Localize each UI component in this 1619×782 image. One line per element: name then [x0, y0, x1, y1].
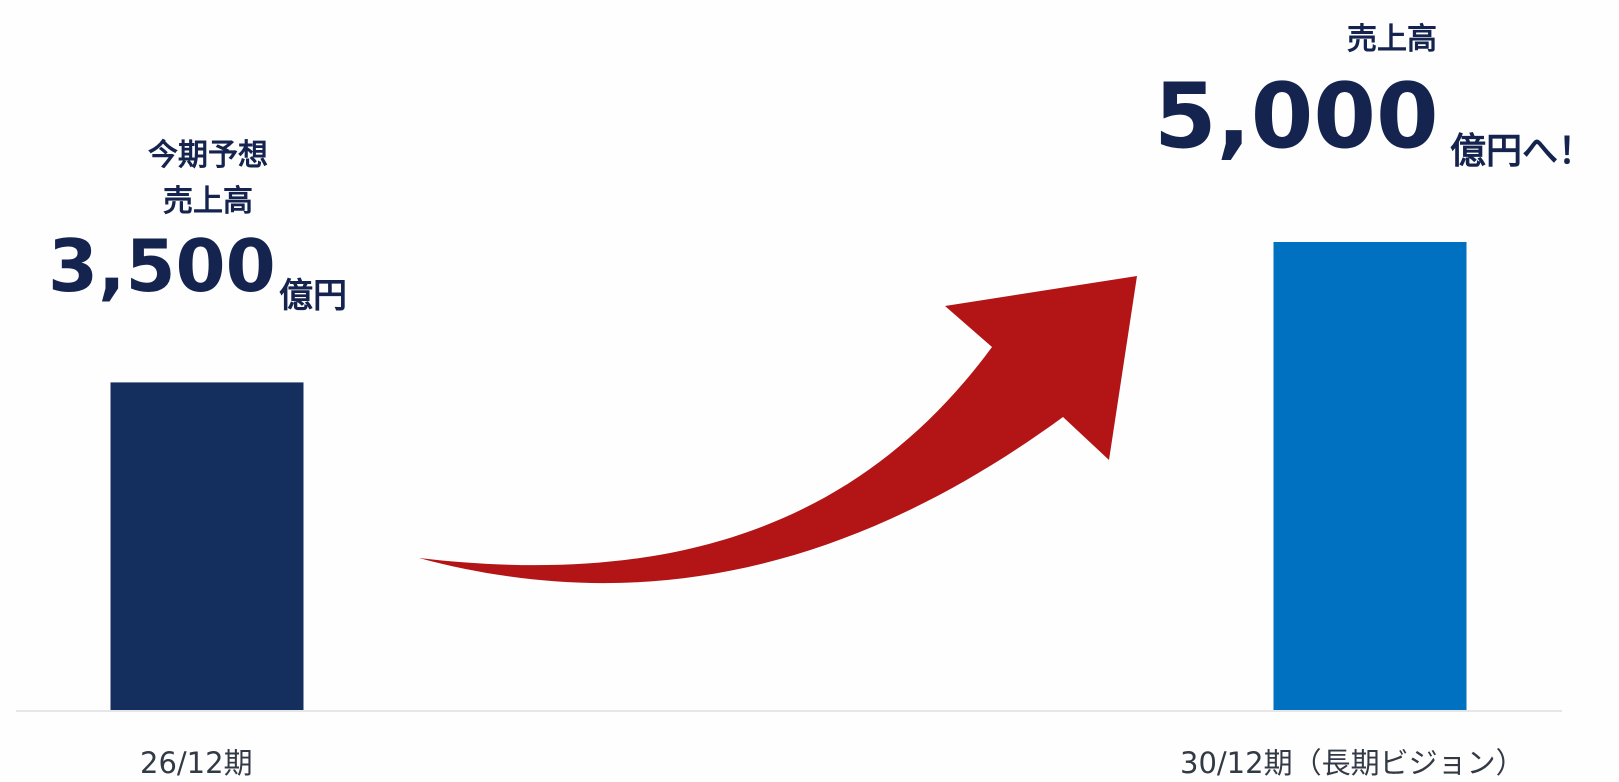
- growth-arrow: [419, 276, 1137, 584]
- right-label-line-1: 売上高: [1347, 22, 1437, 57]
- left-label-line-2: 売上高: [163, 184, 253, 219]
- right-value: 5,000: [1154, 64, 1439, 169]
- bar-1: [1273, 242, 1467, 710]
- left-label-line-1: 今期予想: [148, 138, 268, 173]
- left-unit: 億円: [279, 276, 347, 316]
- right-unit: 億円へ！: [1450, 131, 1595, 172]
- category-label-0: 26/12期: [140, 746, 253, 780]
- left-value: 3,500: [48, 224, 276, 308]
- bar-0: [110, 382, 304, 710]
- category-label-1: 30/12期（長期ビジョン）: [1180, 746, 1525, 780]
